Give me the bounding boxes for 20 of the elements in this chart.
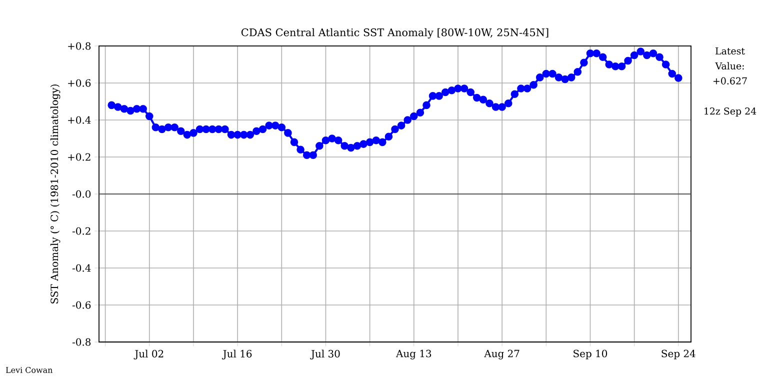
- x-tick-label: Aug 13: [396, 350, 432, 360]
- y-tick-label: -0.4: [72, 264, 91, 272]
- y-tick-label: -0.6: [72, 301, 91, 309]
- x-tick-label: Jul 30: [310, 350, 340, 360]
- y-tick-label: +0.4: [68, 116, 91, 124]
- y-tick-label: +0.8: [68, 42, 91, 50]
- y-tick-label: +0.6: [68, 79, 91, 87]
- x-tick-label: Jul 02: [134, 350, 164, 360]
- text: Latest Value: +0.627: [713, 48, 747, 84]
- y-tick-label: -0.0: [72, 190, 91, 198]
- y-tick-label: +0.2: [68, 153, 90, 161]
- x-tick-label: Sep 10: [574, 350, 608, 360]
- text: 12z Sep 24: [704, 108, 756, 117]
- x-tick-label: Jul 16: [222, 350, 252, 360]
- x-tick-label: Aug 27: [484, 350, 520, 360]
- chart-title: CDAS Central Atlantic SST Anomaly [80W-10W, 25N-45N]: [241, 28, 548, 38]
- y-tick-label: -0.2: [72, 227, 90, 235]
- x-tick-label: Sep 24: [662, 350, 696, 360]
- y-tick-label: -0.8: [72, 338, 91, 346]
- y-axis-title: SST Anomaly (° C) (1981-2010 climatology): [50, 84, 60, 304]
